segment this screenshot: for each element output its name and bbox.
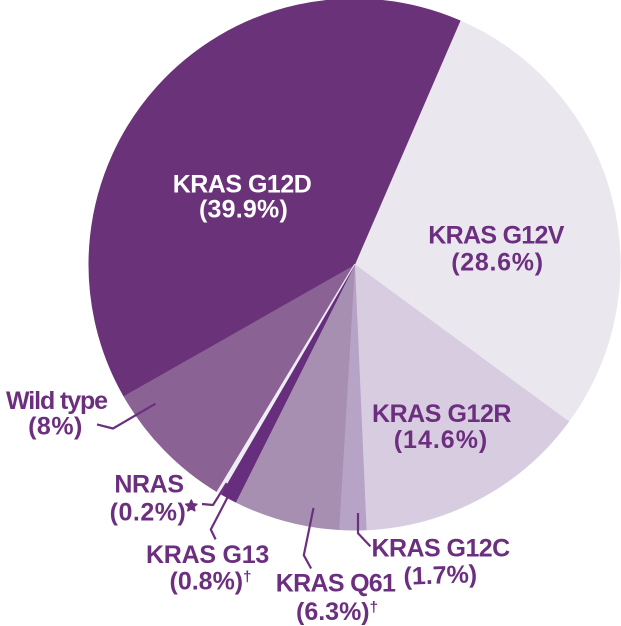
svg-text:(39.9%): (39.9%) [199, 196, 288, 224]
svg-text:(6.3%)†: (6.3%)† [296, 598, 378, 626]
svg-text:(0.8%)†: (0.8%)† [170, 568, 252, 596]
svg-text:KRAS G13: KRAS G13 [146, 541, 269, 569]
svg-text:(28.6%): (28.6%) [451, 249, 543, 277]
svg-text:Wild type: Wild type [6, 387, 108, 415]
svg-text:(0.2%): (0.2%) [110, 499, 187, 527]
svg-text:KRAS G12C: KRAS G12C [372, 535, 511, 563]
svg-text:NRAS: NRAS [114, 471, 183, 499]
svg-text:KRAS G12D: KRAS G12D [173, 171, 312, 199]
svg-text:(8%): (8%) [28, 413, 83, 441]
svg-text:(14.6%): (14.6%) [394, 426, 489, 454]
svg-text:KRAS Q61: KRAS Q61 [276, 569, 396, 597]
svg-text:KRAS G12V: KRAS G12V [428, 222, 564, 250]
svg-text:KRAS G12R: KRAS G12R [372, 400, 511, 428]
svg-text:(1.7%): (1.7%) [403, 560, 478, 591]
